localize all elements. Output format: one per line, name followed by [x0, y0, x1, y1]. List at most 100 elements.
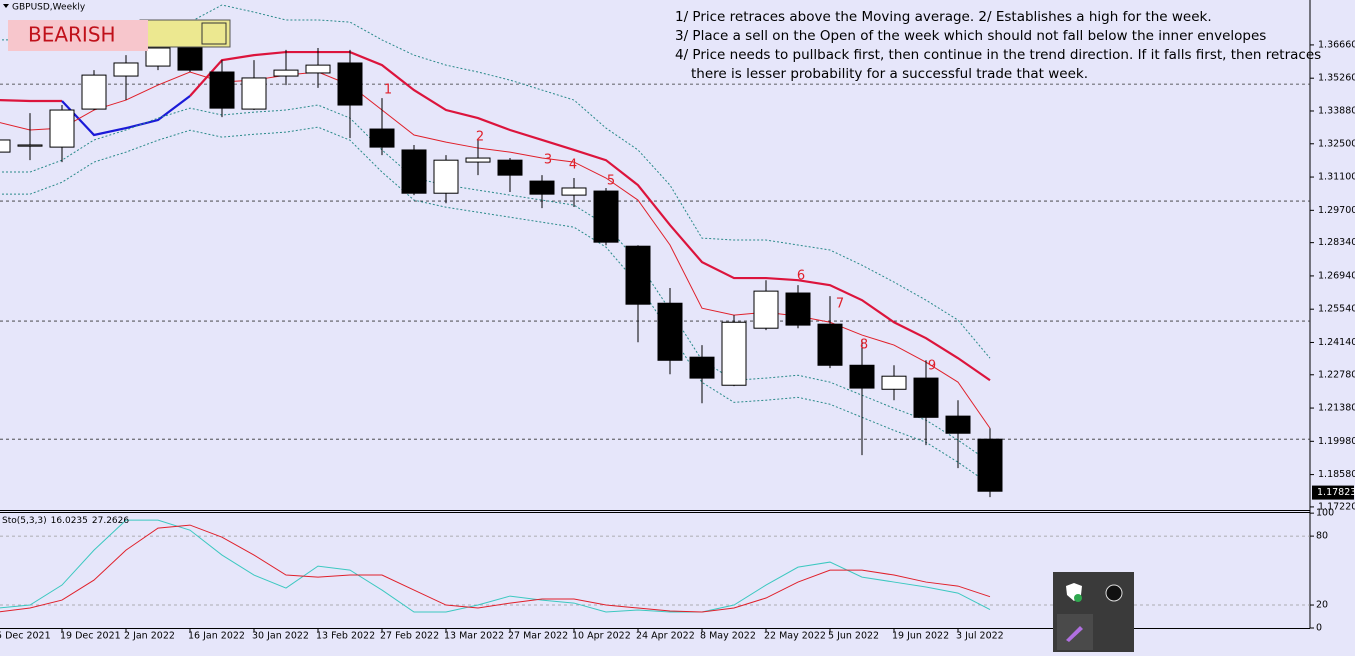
candle-body: [881, 375, 907, 390]
candle-body: [177, 47, 203, 71]
badge-label: BEARISH: [28, 23, 116, 47]
candle-body: [497, 159, 523, 176]
stochastic-value: 27.2626: [92, 516, 129, 526]
y-tick-label: 80: [1316, 531, 1328, 542]
candle-body: [817, 323, 843, 366]
candle-body: [849, 364, 875, 389]
trade-marker: 1: [384, 83, 392, 98]
indicator-line: [0, 126, 991, 485]
x-tick-label: 2 Jan 2022: [124, 631, 175, 642]
x-tick-label: 27 Feb 2022: [380, 631, 439, 642]
trade-marker: 2: [476, 130, 484, 145]
x-tick-label: 24 Apr 2022: [636, 631, 695, 642]
x-tick-label: 19 Dec 2021: [60, 631, 121, 642]
trade-marker: 3: [544, 153, 552, 168]
candle-body: [17, 144, 43, 147]
stochastic-name: Sto(5,3,3): [2, 516, 47, 526]
y-tick-label: 1.36660: [1318, 39, 1355, 50]
candle-body: [241, 77, 267, 110]
y-tick-label: 1.22780: [1318, 369, 1355, 380]
candle-body: [81, 74, 107, 110]
candle-body: [145, 47, 171, 67]
pen-icon[interactable]: [1066, 626, 1083, 642]
y-tick-label: 1.21380: [1318, 403, 1355, 414]
candle-body: [561, 187, 587, 196]
x-tick-label: 10 Apr 2022: [572, 631, 631, 642]
y-tick-label: 1.19980: [1318, 436, 1355, 447]
candle-body: [369, 128, 395, 148]
y-tick-label: 100: [1316, 508, 1334, 519]
oscillator-line: [0, 519, 991, 613]
y-tick-label: 1.32500: [1318, 138, 1355, 149]
x-tick-label: 3 Jul 2022: [956, 631, 1004, 642]
x-tick-label: 13 Mar 2022: [444, 631, 504, 642]
candle-body: [721, 321, 747, 386]
candle-body: [0, 139, 11, 153]
x-tick-label: 13 Feb 2022: [316, 631, 375, 642]
app-icon[interactable]: [1105, 584, 1123, 602]
y-tick-label: 1.31100: [1318, 172, 1355, 183]
price-panel: 1 2 3 4 5 6 7 8 9: [0, 4, 1310, 498]
trade-marker: 6: [797, 269, 805, 284]
trade-marker: 8: [860, 338, 868, 353]
indicator-line: [0, 104, 991, 463]
current-price-label: 1.17823: [1317, 487, 1355, 498]
candle-body: [529, 180, 555, 195]
check-icon: [1074, 594, 1082, 602]
y-tick-label: 1.17220: [1318, 501, 1355, 512]
x-tick-label: 16 Jan 2022: [188, 631, 245, 642]
stochastic-title: Sto(5,3,3) 16.0235 27.2626: [2, 516, 129, 526]
trade-marker: 9: [928, 359, 936, 374]
x-tick-label: 19 Jun 2022: [892, 631, 949, 642]
candle-body: [465, 157, 491, 163]
y-tick-label: 20: [1316, 600, 1328, 611]
x-tick-label: 8 May 2022: [700, 631, 756, 642]
candle-body: [433, 159, 459, 194]
popup-toolbar: [1053, 572, 1134, 652]
indicator-line: [0, 50, 991, 382]
toolbar-button[interactable]: [201, 22, 227, 45]
candle-body: [401, 149, 427, 194]
candle-body: [657, 302, 683, 361]
candle-body: [273, 69, 299, 77]
indicator-line: [61, 95, 191, 137]
y-tick-label: 1.33880: [1318, 105, 1355, 116]
y-tick-label: 1.24140: [1318, 337, 1355, 348]
candle-body: [337, 62, 363, 106]
symbol-label: GBPUSD,Weekly: [12, 3, 86, 13]
note-line: 4/ Price needs to pullback first, then c…: [675, 47, 1321, 63]
indicator-line: [0, 71, 991, 429]
candle-body: [113, 62, 139, 77]
y-tick-label: 1.18580: [1318, 469, 1355, 480]
stochastic-panel: [0, 519, 1310, 613]
menu-arrow[interactable]: [3, 4, 9, 8]
candle-body: [305, 64, 331, 74]
x-tick-label: 5 Jun 2022: [828, 631, 879, 642]
candle-body: [913, 377, 939, 418]
candle-body: [945, 415, 971, 434]
y-tick-label: 1.35260: [1318, 73, 1355, 84]
trade-marker: 5: [607, 174, 615, 189]
y-tick-label: 0: [1316, 623, 1322, 634]
candle-body: [977, 438, 1003, 492]
trade-marker: 7: [836, 297, 844, 312]
x-tick-label: 30 Jan 2022: [252, 631, 309, 642]
toolbar: BEARISH: [8, 19, 231, 51]
y-tick-label: 1.26940: [1318, 270, 1355, 281]
stochastic-value: 16.0235: [51, 516, 88, 526]
x-tick-label: 22 May 2022: [764, 631, 826, 642]
oscillator-line: [0, 524, 991, 613]
note-line: 3/ Place a sell on the Open of the week …: [675, 28, 1266, 44]
indicator-line: [0, 4, 991, 359]
axes: 1.36660 1.35260 1.33880 1.32500 1.31100 1.297…: [0, 39, 1355, 641]
note-line: 1/ Price retraces above the Moving avera…: [675, 9, 1212, 25]
note-line: there is lesser probability for a succes…: [691, 66, 1088, 82]
candle-body: [785, 292, 811, 326]
candle-body: [689, 356, 715, 379]
candle-body: [49, 109, 75, 148]
trade-marker: 4: [569, 158, 577, 173]
badge-box: [8, 20, 148, 51]
candle-body: [753, 290, 779, 329]
x-tick-label: 27 Mar 2022: [508, 631, 568, 642]
